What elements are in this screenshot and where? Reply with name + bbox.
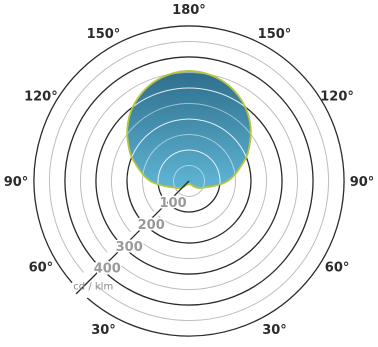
radial-tick-label: 100: [160, 196, 187, 211]
angle-tick-label: 90°: [4, 175, 29, 190]
angle-tick-label: 30°: [91, 323, 116, 338]
intensity-curve-outline: [126, 70, 252, 189]
grid-ring-over-curve: [157, 149, 221, 189]
angle-tick-label: 30°: [262, 323, 287, 338]
angle-tick-label: 150°: [258, 27, 292, 42]
angle-tick-label: 120°: [320, 90, 354, 105]
intensity-curve-area: [127, 70, 251, 189]
radial-tick-labels: 100 200 300 400: [92, 194, 188, 278]
radial-axis-line: [75, 180, 190, 295]
grid-ring-over-curve: [142, 134, 236, 189]
grid-ring: [49, 41, 329, 321]
angle-tick-label: 60°: [325, 261, 350, 276]
radial-tick-label: 200: [138, 218, 165, 233]
angle-tick-label: 60°: [29, 261, 54, 276]
angle-tick-label: 90°: [350, 175, 375, 190]
grid-ring: [64, 56, 314, 306]
radial-unit-label: cd / klm: [73, 282, 113, 293]
angle-tick-label: 150°: [87, 27, 121, 42]
grid-ring: [33, 25, 345, 337]
grid-ring: [79, 72, 298, 291]
radial-tick-label: 400: [94, 262, 121, 277]
radial-tick-label: 300: [116, 240, 143, 255]
grid-ring: [95, 87, 283, 275]
grid-ring-over-curve: [127, 103, 251, 189]
grid-ring-over-curve: [173, 165, 205, 189]
angle-tick-label: 120°: [24, 90, 58, 105]
angle-tick-labels: 180°150°150°120°120°90°90°60°60°30°30°0°: [4, 3, 375, 338]
angle-tick-label: 180°: [172, 3, 206, 18]
